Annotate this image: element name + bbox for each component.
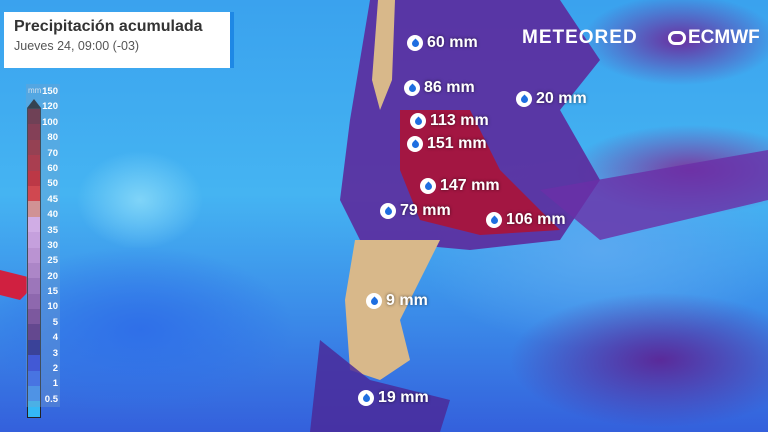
legend-unit: mm — [28, 86, 42, 95]
legend-swatch — [28, 185, 40, 202]
raindrop-icon — [410, 113, 426, 129]
legend-label: 120 — [42, 101, 58, 113]
rain-marker[interactable]: 113 mm — [410, 112, 489, 130]
rain-amount: 9 mm — [386, 292, 428, 309]
legend-max-arrow — [27, 99, 41, 108]
rain-marker[interactable]: 19 mm — [358, 389, 429, 407]
rain-amount: 106 mm — [506, 211, 566, 228]
legend-swatch — [28, 262, 40, 279]
legend-swatch — [28, 155, 40, 171]
legend-swatch — [28, 170, 40, 186]
raindrop-icon — [407, 35, 423, 51]
legend-swatch — [28, 232, 40, 248]
ecmwf-logo: ECMWF — [668, 27, 760, 49]
legend-label: 70 — [47, 147, 58, 159]
legend-label: 150 — [42, 86, 58, 97]
rain-marker[interactable]: 20 mm — [516, 90, 587, 108]
legend-swatch — [28, 139, 40, 156]
legend-label: 45 — [47, 193, 58, 205]
rain-marker[interactable]: 60 mm — [407, 34, 478, 52]
legend-label: 25 — [47, 255, 58, 267]
legend-swatch — [28, 278, 40, 294]
rain-marker[interactable]: 106 mm — [486, 211, 566, 229]
raindrop-icon — [358, 390, 374, 406]
precip-south-tip — [310, 340, 450, 432]
legend-swatch — [28, 309, 40, 325]
legend-swatch — [28, 324, 40, 340]
raindrop-icon — [407, 136, 423, 152]
legend-label: 4 — [52, 332, 58, 344]
legend-labels: 150 120 100 80 70 60 50 45 40 35 30 25 20 15 10 5 4 3 2 1 0.… — [26, 84, 60, 408]
raindrop-icon — [420, 178, 436, 194]
legend-label: 20 — [47, 270, 58, 282]
legend-label: 100 — [42, 116, 58, 128]
rain-marker[interactable]: 9 mm — [366, 292, 428, 310]
legend-label: 40 — [47, 209, 58, 221]
rain-amount: 79 mm — [400, 202, 451, 219]
legend-swatch — [28, 124, 40, 140]
raindrop-icon — [366, 293, 382, 309]
legend-swatch — [28, 109, 40, 125]
ecmwf-logo-icon — [668, 31, 686, 45]
rain-marker[interactable]: 79 mm — [380, 202, 451, 220]
rain-amount: 60 mm — [427, 34, 478, 51]
rain-marker[interactable]: 151 mm — [407, 135, 487, 153]
legend-swatch — [28, 339, 40, 356]
raindrop-icon — [486, 212, 502, 228]
legend-label: 50 — [47, 178, 58, 190]
legend-label: 10 — [47, 301, 58, 313]
raindrop-icon — [404, 80, 420, 96]
legend-label: 1 — [52, 378, 58, 390]
rain-marker[interactable]: 147 mm — [420, 177, 500, 195]
legend-swatch — [28, 355, 40, 371]
raindrop-icon — [516, 91, 532, 107]
rain-amount: 151 mm — [427, 135, 487, 152]
rain-amount: 19 mm — [378, 389, 429, 406]
map-timestamp: Jueves 24, 09:00 (-03) — [14, 39, 140, 53]
legend-label: 35 — [47, 224, 58, 236]
title-panel: Precipitación acumulada Jueves 24, 09:00… — [4, 12, 234, 68]
rain-amount: 86 mm — [424, 79, 475, 96]
land-patagonia — [345, 240, 440, 380]
legend-label: 15 — [47, 286, 58, 298]
legend-swatch — [28, 386, 40, 402]
legend-swatch — [28, 293, 40, 310]
legend-swatch — [28, 201, 40, 217]
legend-label: 30 — [47, 239, 58, 251]
legend-label: 60 — [47, 162, 58, 174]
rain-amount: 147 mm — [440, 177, 500, 194]
legend-label: 80 — [47, 132, 58, 144]
legend-swatch — [28, 370, 40, 387]
rain-amount: 113 mm — [430, 112, 489, 129]
rain-marker[interactable]: 86 mm — [404, 79, 475, 97]
rain-amount: 20 mm — [536, 90, 587, 107]
map-title: Precipitación acumulada — [14, 18, 203, 35]
raindrop-icon — [380, 203, 396, 219]
legend-label: 2 — [52, 363, 58, 375]
legend-swatch — [28, 401, 40, 417]
legend-swatch — [28, 216, 40, 233]
precip-ocean-east — [540, 150, 768, 240]
heavy-precip-band — [400, 110, 560, 235]
land-chile-north — [372, 0, 395, 110]
legend-swatch — [28, 247, 40, 263]
legend-color-bar — [27, 108, 41, 418]
meteored-logo: METEORED — [522, 27, 638, 48]
legend-label: 3 — [52, 347, 58, 359]
legend-label: 0.5 — [44, 393, 58, 405]
ecmwf-logo-text: ECMWF — [688, 27, 760, 48]
legend-label: 5 — [52, 316, 58, 328]
